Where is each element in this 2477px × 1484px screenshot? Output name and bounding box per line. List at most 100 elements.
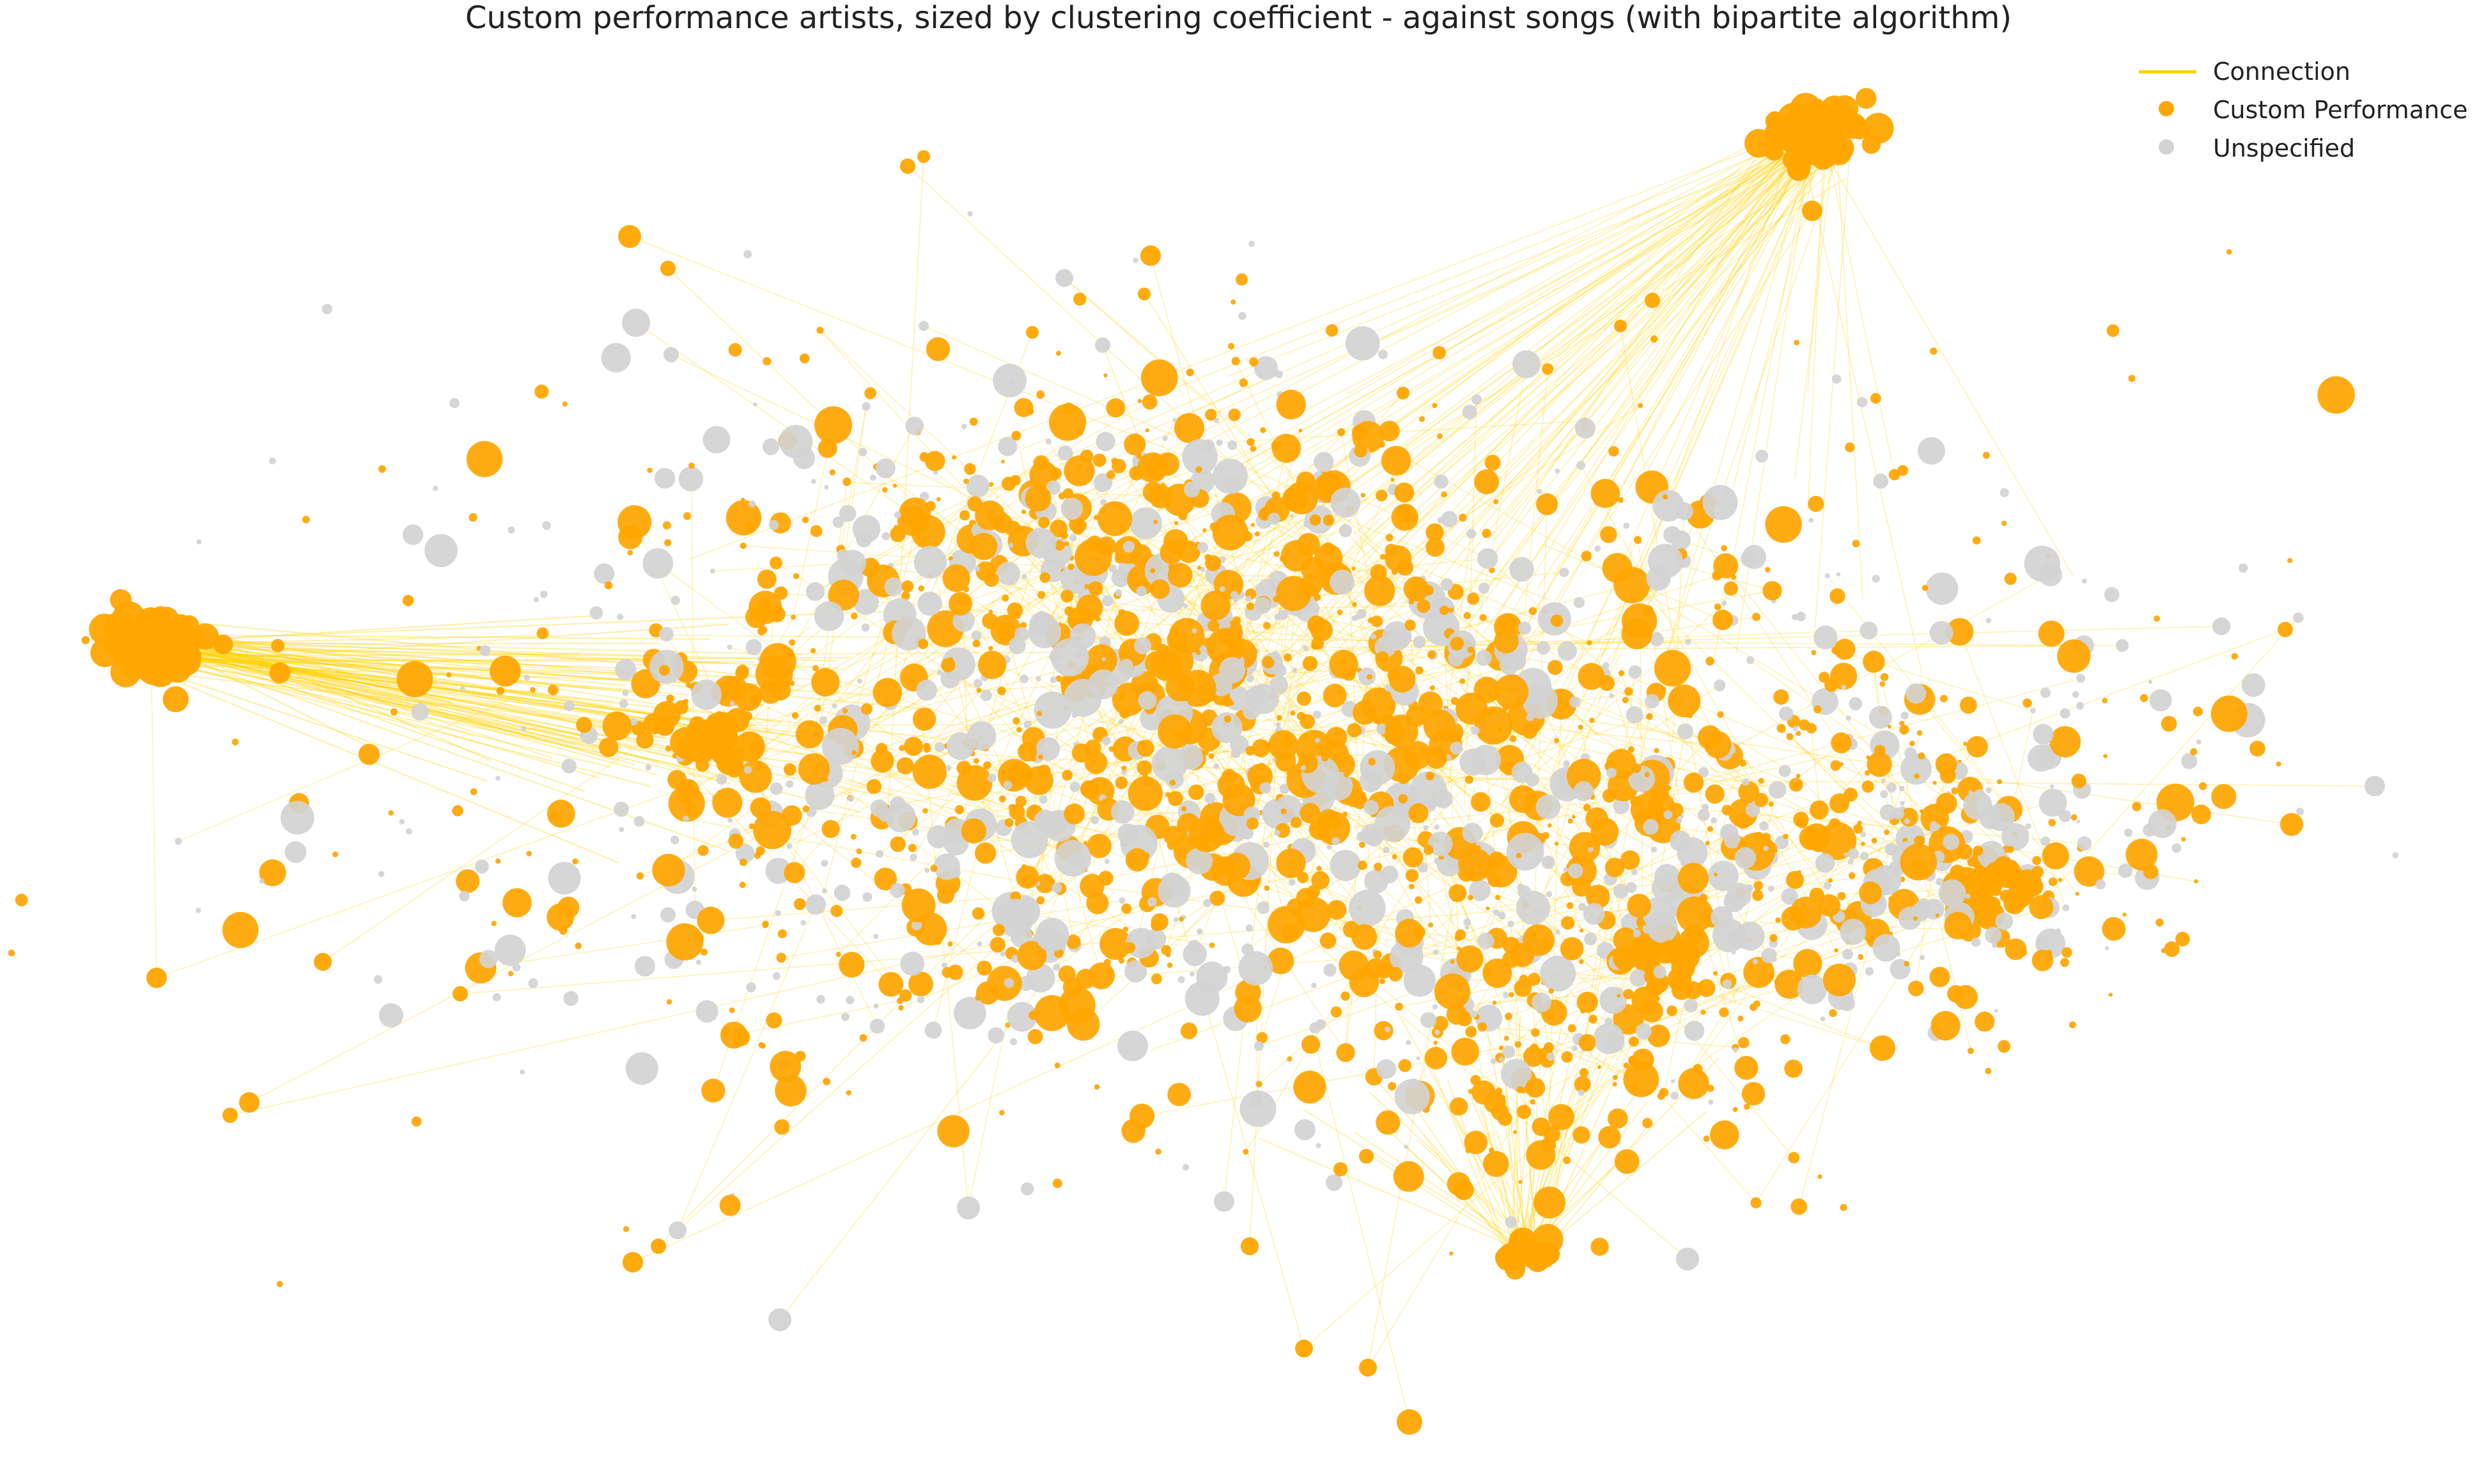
unspecified-node <box>508 526 515 534</box>
unspecified-node <box>2181 753 2198 769</box>
custom-performance-node <box>1301 547 1309 555</box>
custom-performance-node <box>1531 1028 1540 1037</box>
unspecified-node <box>811 479 816 484</box>
custom-performance-node <box>1280 808 1287 815</box>
custom-performance-node <box>1052 1179 1062 1188</box>
custom-performance-node <box>1227 343 1235 350</box>
custom-performance-node <box>1994 856 2013 875</box>
custom-performance-node <box>1352 601 1357 607</box>
custom-performance-node <box>1739 759 1747 767</box>
custom-performance-node <box>1677 863 1709 894</box>
custom-performance-node <box>1385 543 1398 557</box>
custom-performance-node <box>1311 642 1319 650</box>
unspecified-node <box>1872 575 1880 583</box>
unspecified-node <box>1186 847 1213 875</box>
custom-performance-node <box>712 787 743 818</box>
unspecified-node <box>1434 474 1448 489</box>
custom-performance-node <box>1477 1022 1487 1032</box>
unspecified-node <box>1994 1009 1998 1013</box>
custom-performance-node <box>781 805 802 826</box>
unspecified-node <box>1653 965 1666 978</box>
unspecified-node <box>1036 676 1041 682</box>
unspecified-node <box>1900 753 1932 785</box>
custom-performance-node <box>1456 945 1484 973</box>
unspecified-node <box>839 505 857 522</box>
gray-dot-icon <box>2159 139 2174 155</box>
custom-performance-node <box>1360 493 1366 498</box>
custom-performance-node <box>1623 989 1634 1000</box>
unspecified-node <box>875 458 896 479</box>
custom-performance-node <box>1425 771 1435 781</box>
unspecified-node <box>1992 942 1998 948</box>
custom-performance-node <box>1586 885 1610 909</box>
unspecified-node <box>858 447 867 456</box>
unspecified-node <box>1046 480 1061 495</box>
unspecified-node <box>1434 789 1453 808</box>
unspecified-node <box>1330 569 1355 595</box>
custom-performance-node <box>1784 130 1810 157</box>
unspecified-node <box>1856 397 1868 408</box>
unspecified-node <box>1413 635 1426 649</box>
custom-performance-node <box>1276 715 1282 721</box>
custom-performance-node <box>1137 452 1168 483</box>
unspecified-node <box>805 894 826 915</box>
unspecified-node <box>622 690 629 696</box>
custom-performance-node <box>1115 776 1128 789</box>
unspecified-node <box>1245 596 1252 602</box>
unspecified-node <box>1364 869 1388 893</box>
unspecified-node <box>1925 572 1959 605</box>
custom-performance-node <box>1373 950 1382 959</box>
custom-performance-node <box>2060 958 2069 967</box>
custom-performance-node <box>1231 582 1239 591</box>
custom-performance-node <box>2004 573 2017 585</box>
custom-performance-node <box>1391 504 1418 531</box>
custom-performance-node <box>1424 845 1434 855</box>
unspecified-node <box>1647 911 1678 943</box>
unspecified-node <box>1275 722 1281 728</box>
custom-performance-node <box>1929 966 1950 987</box>
unspecified-node <box>1437 517 1444 524</box>
unspecified-node <box>1111 800 1135 824</box>
custom-performance-node <box>828 579 860 611</box>
custom-performance-node <box>1374 1021 1394 1040</box>
custom-performance-node <box>1158 714 1192 749</box>
custom-performance-node <box>776 952 786 963</box>
unspecified-node <box>1711 906 1733 929</box>
custom-performance-node <box>719 1194 741 1216</box>
custom-performance-node <box>774 586 788 600</box>
unspecified-node <box>1708 860 1739 892</box>
custom-performance-node <box>1748 964 1754 970</box>
custom-performance-node <box>1796 730 1801 736</box>
custom-performance-node <box>1264 885 1270 891</box>
custom-performance-node <box>1721 545 1728 552</box>
custom-performance-node <box>1179 670 1216 707</box>
unspecified-node <box>1021 573 1027 580</box>
custom-performance-node <box>1697 979 1716 997</box>
custom-performance-node <box>1899 725 1909 735</box>
unspecified-node <box>1115 589 1122 596</box>
custom-performance-node <box>495 858 501 864</box>
custom-performance-node <box>1482 958 1512 988</box>
custom-performance-node <box>1580 929 1584 933</box>
custom-performance-node <box>975 842 997 864</box>
unspecified-node <box>1238 311 1246 320</box>
legend-label-connection: Connection <box>2213 58 2351 86</box>
custom-performance-node <box>1676 896 1713 933</box>
unspecified-node <box>768 1308 791 1331</box>
custom-performance-node <box>729 1007 735 1014</box>
custom-performance-node <box>890 526 906 543</box>
unspecified-node <box>1563 867 1569 873</box>
unspecified-node <box>762 438 779 456</box>
custom-performance-node <box>1296 691 1311 706</box>
custom-performance-node <box>2226 249 2232 255</box>
unspecified-node <box>1055 269 1073 287</box>
unspecified-node <box>846 996 855 1005</box>
unspecified-node <box>460 686 465 692</box>
custom-performance-node <box>846 1090 851 1095</box>
unspecified-node <box>1069 782 1080 792</box>
unspecified-node <box>1182 1164 1190 1171</box>
custom-performance-node <box>1018 526 1025 532</box>
unspecified-node <box>1020 1182 1034 1196</box>
custom-performance-node <box>1627 893 1651 918</box>
